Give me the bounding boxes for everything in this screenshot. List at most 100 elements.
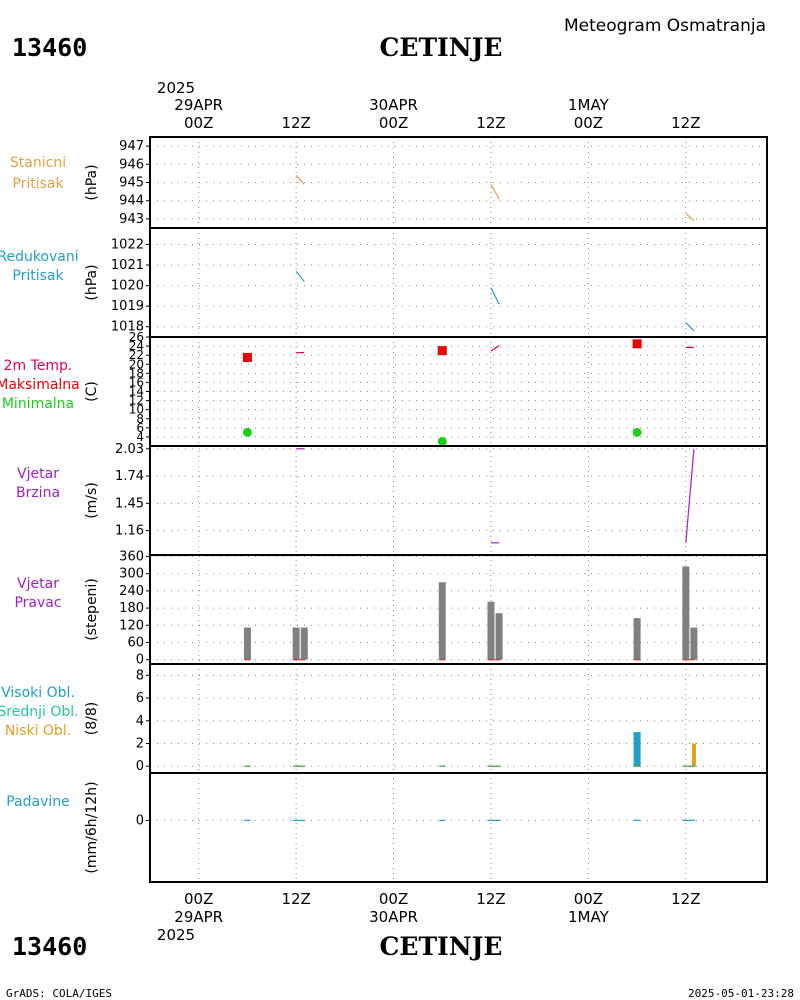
panel-1: 943 944 945 946 947 (hPa) Stanicni Pritisak: [10, 136, 768, 229]
series-line-segment: [490, 345, 500, 352]
y-tick-label: 120: [119, 618, 144, 633]
y-tick-label: 360: [119, 549, 144, 564]
y-tick-label: 16: [129, 375, 144, 389]
top-date-label: 1MAY: [568, 96, 610, 114]
panel-label-line: Padavine: [6, 794, 70, 810]
series-line-segment: [685, 212, 695, 222]
wind-direction-bar: [495, 613, 503, 660]
panel-label-line: Vjetar: [17, 466, 59, 482]
panel-label-line: Stanicni: [10, 155, 66, 171]
meteogram-panels: 943944945946947(hPa)StanicniPritisak1018…: [0, 136, 768, 883]
panel-4: 1.16 1.45 1.74 2.03 (m/s) Vjetar Brzina: [16, 442, 768, 556]
y-tick-label: 8: [136, 412, 144, 426]
y-tick-label: 946: [119, 157, 144, 172]
y-tick-label: 2: [136, 736, 144, 751]
panel-2: 1018 1019 1020 1021 1022 (hPa) Redukovani Priti…: [0, 227, 768, 338]
wind-direction-bar: [292, 627, 300, 660]
bottom-date-label: 29APR: [174, 908, 223, 926]
y-tick-label: 26: [129, 330, 144, 344]
panel-label-line: Brzina: [16, 485, 60, 501]
wind-direction-bar: [300, 627, 308, 660]
top-hour-label: 00Z: [379, 114, 408, 132]
panel-label-line: Niski Obl.: [5, 723, 71, 739]
temp-min-point: [242, 427, 252, 437]
y-tick-label: 1.45: [115, 496, 144, 511]
y-tick-label: 1018: [111, 320, 144, 335]
y-tick-label: 8: [136, 668, 144, 683]
panel-5: 0 60 120 180 240 300 360 (stepeni) Vjetar Pravac: [14, 549, 768, 668]
top-hour-label: 00Z: [184, 114, 213, 132]
y-tick-label: 1020: [111, 279, 144, 294]
y-tick-label: 0: [136, 813, 144, 828]
y-tick-label: 943: [119, 212, 144, 227]
footer-credit: GrADS: COLA/IGES: [6, 987, 112, 1000]
panel-label-line: Visoki Obl.: [1, 685, 75, 701]
top-hour-label: 12Z: [476, 114, 505, 132]
panel-frame: [149, 554, 768, 665]
y-tick-label: 20: [129, 357, 144, 371]
panel-frame: [149, 445, 768, 556]
bottom-date-label: 30APR: [369, 908, 418, 926]
bottom-hour-label: 00Z: [379, 890, 408, 908]
y-tick-label: 6: [136, 421, 144, 435]
y-tick-label: 944: [119, 194, 144, 209]
bottom-hour-label: 12Z: [671, 890, 700, 908]
y-tick-label: 1019: [111, 299, 144, 314]
y-tick-label: 1021: [111, 258, 144, 273]
temp-max-point: [437, 346, 447, 356]
panel-frame: [149, 663, 768, 774]
y-tick-label: 60: [127, 635, 144, 650]
wind-direction-bar: [243, 627, 251, 660]
y-tick-label: 12: [129, 394, 144, 408]
top-hour-label: 12Z: [281, 114, 310, 132]
panel-label-line: 2m Temp.: [4, 358, 73, 374]
y-tick-label: 2.03: [115, 442, 144, 457]
header-station-name: CETINJE: [380, 33, 503, 62]
y-tick-label: 1.74: [115, 469, 144, 484]
y-tick-label: 14: [129, 385, 144, 399]
panel-6: 0 2 4 6 8 (8/8) Visoki Obl. Srednji Obl. Niski O…: [0, 663, 768, 774]
header-product-title: Meteogram Osmatranja: [564, 16, 766, 36]
y-tick-label: 240: [119, 584, 144, 599]
panel-unit-label: (C): [84, 381, 100, 402]
y-tick-label: 180: [119, 601, 144, 616]
temp-min-point: [632, 427, 642, 437]
bottom-hour-label: 00Z: [574, 890, 603, 908]
bottom-hour-label: 12Z: [281, 890, 310, 908]
panel-unit-label: (hPa): [84, 164, 100, 200]
wind-direction-bar: [633, 618, 641, 660]
panel-unit-label: (8/8): [84, 702, 100, 735]
top-hour-label: 00Z: [574, 114, 603, 132]
bottom-hour-label: 12Z: [476, 890, 505, 908]
y-tick-label: 1022: [111, 237, 144, 252]
panel-unit-label: (m/s): [84, 482, 100, 519]
top-hour-label: 12Z: [671, 114, 700, 132]
wind-direction-bar: [487, 601, 495, 660]
y-tick-label: 24: [129, 339, 144, 353]
y-tick-label: 18: [129, 366, 144, 380]
header-station-id: 13460: [12, 33, 87, 62]
panel-label-line: Pravac: [14, 595, 61, 611]
panel-unit-label: (hPa): [84, 264, 100, 300]
cloud-cover-bar: [633, 732, 641, 767]
panel-unit-label: (mm/6h/12h): [84, 781, 100, 873]
y-tick-label: 945: [119, 176, 144, 191]
y-tick-label: 1.16: [115, 524, 144, 539]
y-tick-label: 300: [119, 567, 144, 582]
y-tick-label: 0: [136, 759, 144, 774]
footer-station-name: CETINJE: [380, 932, 503, 961]
top-year-label: 2025: [157, 79, 195, 97]
y-tick-label: 4: [136, 714, 144, 729]
series-line-segment: [490, 287, 500, 305]
wind-direction-bar: [690, 627, 698, 660]
panel-label-line: Pritisak: [12, 176, 64, 192]
panel-label-line: Srednji Obl.: [0, 704, 79, 720]
panel-label-line: Vjetar: [17, 576, 59, 592]
panel-unit-label: (stepeni): [84, 578, 100, 641]
y-tick-label: 22: [129, 348, 144, 362]
y-tick-label: 4: [136, 430, 144, 444]
top-date-label: 29APR: [174, 96, 223, 114]
series-line-segment: [490, 184, 500, 200]
